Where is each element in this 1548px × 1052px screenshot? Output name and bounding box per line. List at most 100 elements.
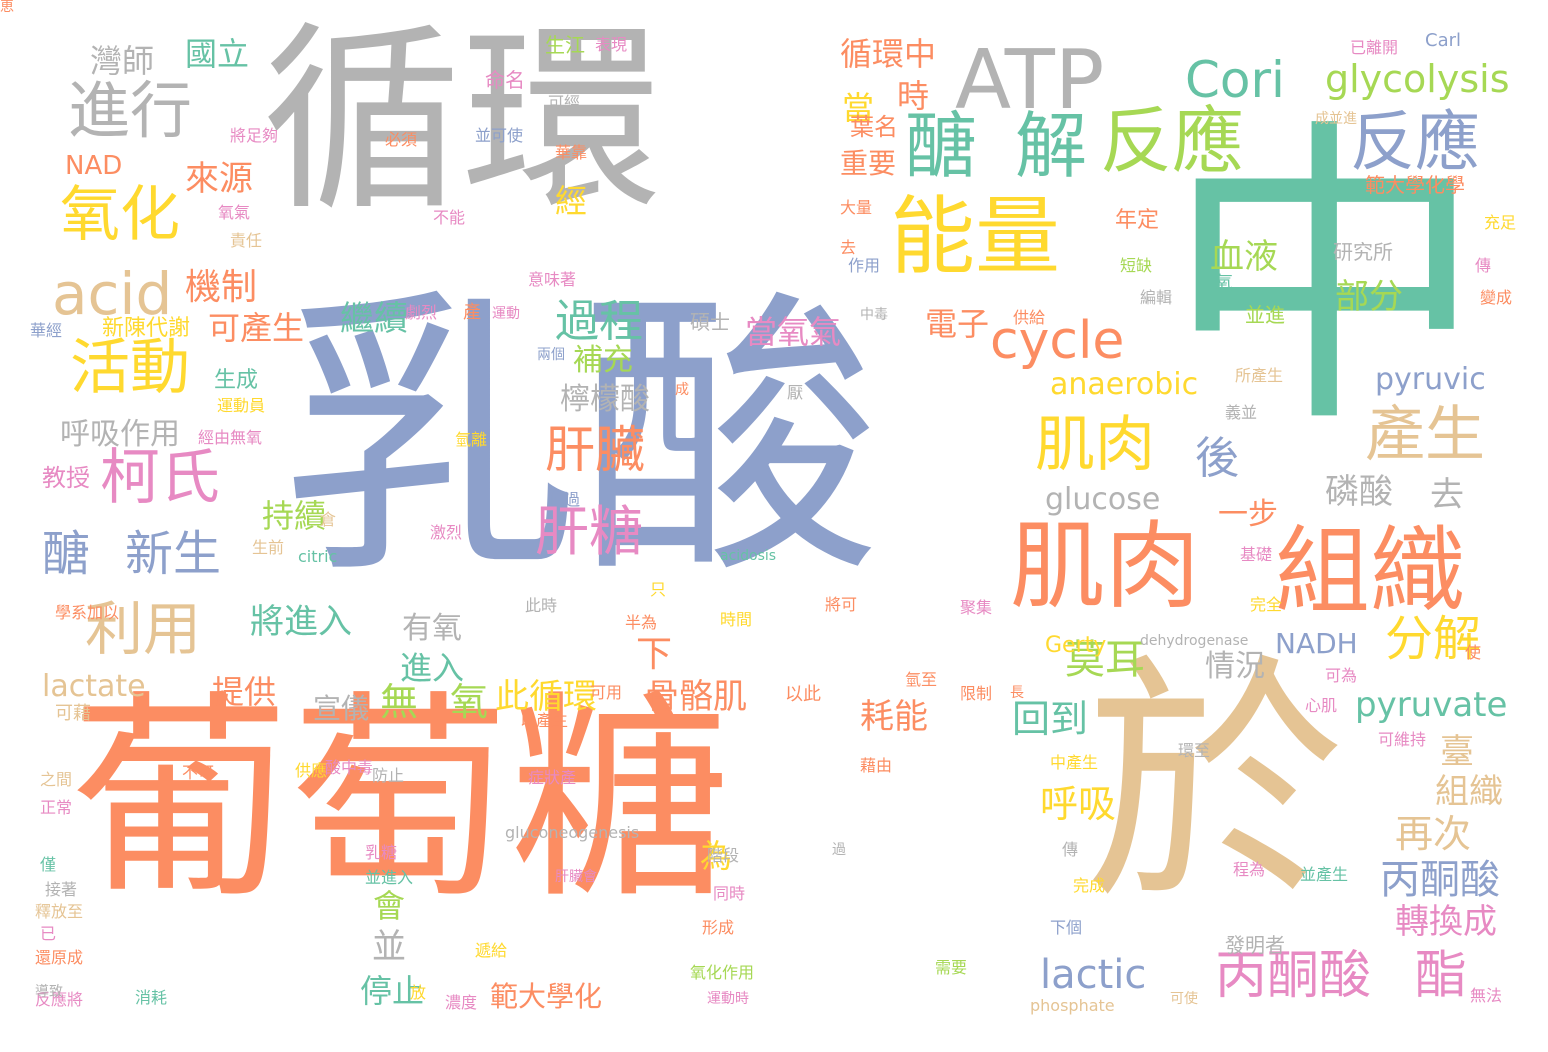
cloud-word: 去 xyxy=(1430,478,1464,512)
cloud-word: 使 xyxy=(1465,645,1481,661)
cloud-word: 並 xyxy=(372,930,406,964)
cloud-word: 正常 xyxy=(40,800,72,816)
cloud-word: 可藉 xyxy=(55,705,91,723)
cloud-word: NADH xyxy=(1275,630,1358,658)
cloud-word: dehydrogenase xyxy=(1140,634,1248,648)
cloud-word: 防止 xyxy=(372,768,404,784)
cloud-word: 酯 xyxy=(1415,950,1467,1002)
cloud-word: 限制 xyxy=(960,686,992,702)
cloud-word: 濃度 xyxy=(445,995,477,1011)
cloud-word: 心肌 xyxy=(1305,698,1337,714)
cloud-word: 運動 xyxy=(492,307,520,321)
cloud-word: 此循環 xyxy=(495,680,597,714)
cloud-word: 此時 xyxy=(525,598,557,614)
cloud-word: 必須 xyxy=(385,132,417,148)
cloud-word: 耗能 xyxy=(860,700,928,734)
cloud-word: 回到 xyxy=(1012,700,1088,738)
cloud-word: 氫至 xyxy=(905,672,937,688)
cloud-word: 部分 xyxy=(1335,280,1403,314)
cloud-word: 責任 xyxy=(230,233,262,249)
cloud-word: 下個 xyxy=(1050,920,1082,936)
cloud-word: 繼續 xyxy=(340,302,408,336)
cloud-word: 恵 xyxy=(0,0,14,14)
cloud-word: 需要 xyxy=(935,960,967,976)
cloud-word: 骨骼肌 xyxy=(645,680,747,714)
cloud-word: 下 xyxy=(636,637,672,673)
cloud-word: 將可 xyxy=(825,597,857,613)
cloud-word: 此過 xyxy=(548,492,580,508)
cloud-word: 激烈 xyxy=(430,525,462,541)
cloud-word: 解 xyxy=(1015,110,1087,182)
cloud-word: 生成 xyxy=(214,370,258,392)
cloud-word: 氫離 xyxy=(455,432,487,448)
cloud-word: 檸檬酸 xyxy=(560,385,650,415)
cloud-word: 供應 xyxy=(295,763,327,779)
cloud-word: 情況 xyxy=(1205,652,1265,682)
cloud-word: 產生 xyxy=(1365,405,1485,465)
cloud-word: 導致 xyxy=(35,985,63,999)
cloud-word: 反應 xyxy=(1100,105,1244,177)
cloud-word: 氧化作用 xyxy=(690,965,754,981)
cloud-word: 釋放至 xyxy=(35,904,83,920)
cloud-word: 並進入 xyxy=(365,870,413,886)
cloud-word: 葉名 xyxy=(850,115,898,139)
cloud-word: 肝臟 xyxy=(545,425,645,475)
cloud-word: 再次 xyxy=(1395,815,1471,853)
cloud-word: 以此 xyxy=(785,686,821,704)
cloud-word: 呼吸作用 xyxy=(60,420,180,450)
cloud-word: 磷酸 xyxy=(1325,475,1393,509)
cloud-word: 提供 xyxy=(212,676,276,708)
cloud-word: 血液 xyxy=(1210,240,1278,274)
cloud-word: acid xyxy=(52,265,172,323)
cloud-word: 厭 xyxy=(787,385,803,401)
cloud-word: 來源 xyxy=(185,162,253,196)
cloud-word: 柯氏 xyxy=(100,448,220,508)
cloud-word: 完全 xyxy=(1250,597,1282,613)
cloud-word: 長 xyxy=(1010,686,1024,700)
cloud-word: 運動員 xyxy=(217,398,265,414)
cloud-word: 運動時 xyxy=(707,992,749,1006)
cloud-word: 去 xyxy=(840,240,856,256)
cloud-word: 酸中毒 xyxy=(325,760,373,776)
cloud-word: 階段 xyxy=(707,848,739,864)
cloud-word: 命名 xyxy=(485,70,525,90)
cloud-word: 宣儀 xyxy=(313,695,369,723)
cloud-word: 傳 xyxy=(1062,842,1078,858)
cloud-word: gluconeogenesis xyxy=(505,825,639,841)
cloud-word: 肝臟會 xyxy=(555,870,597,884)
cloud-word: 半為 xyxy=(625,615,657,631)
cloud-word: 可產生 xyxy=(208,312,304,344)
cloud-word: 醣 xyxy=(42,530,90,578)
cloud-word: 持續 xyxy=(262,500,326,532)
cloud-word: 肝糖 xyxy=(535,505,643,559)
cloud-word: Gerty xyxy=(1045,635,1106,657)
cloud-word: 變成 xyxy=(1480,290,1512,306)
cloud-word: Cori xyxy=(1185,55,1285,105)
cloud-word: 發明者 xyxy=(1225,935,1285,955)
cloud-word: 並產生 xyxy=(1300,867,1348,883)
cloud-word: 教授 xyxy=(42,466,90,490)
cloud-word: 範大學化學 xyxy=(1365,175,1465,195)
cloud-word: 只 xyxy=(650,582,666,598)
cloud-word: glucose xyxy=(1045,485,1160,515)
cloud-word: 丙酮酸 xyxy=(1380,860,1500,900)
cloud-word: 消耗 xyxy=(135,990,167,1006)
cloud-word: 機制 xyxy=(185,270,257,306)
cloud-word: 電子 xyxy=(925,308,989,340)
cloud-word: 學系加以 xyxy=(55,605,119,621)
cloud-word: 意味著 xyxy=(528,272,576,288)
cloud-word: 肌肉 xyxy=(1035,415,1155,475)
cloud-word: 成並進 xyxy=(1315,112,1357,126)
cloud-word: 產 xyxy=(463,304,481,322)
cloud-word: 表現 xyxy=(595,37,627,53)
cloud-word: cycle xyxy=(990,315,1124,367)
cloud-word: 作用 xyxy=(848,258,880,274)
cloud-word: 無 xyxy=(380,683,418,721)
cloud-word: 活動 xyxy=(70,338,190,398)
cloud-word: 可使 xyxy=(1170,992,1198,1006)
cloud-word: 中毒 xyxy=(860,308,888,322)
cloud-word: 基礎 xyxy=(1240,547,1272,563)
cloud-word: 丙酮酸 xyxy=(1215,950,1371,1002)
cloud-word: lactate xyxy=(42,672,146,702)
cloud-word: 大量 xyxy=(840,200,872,216)
